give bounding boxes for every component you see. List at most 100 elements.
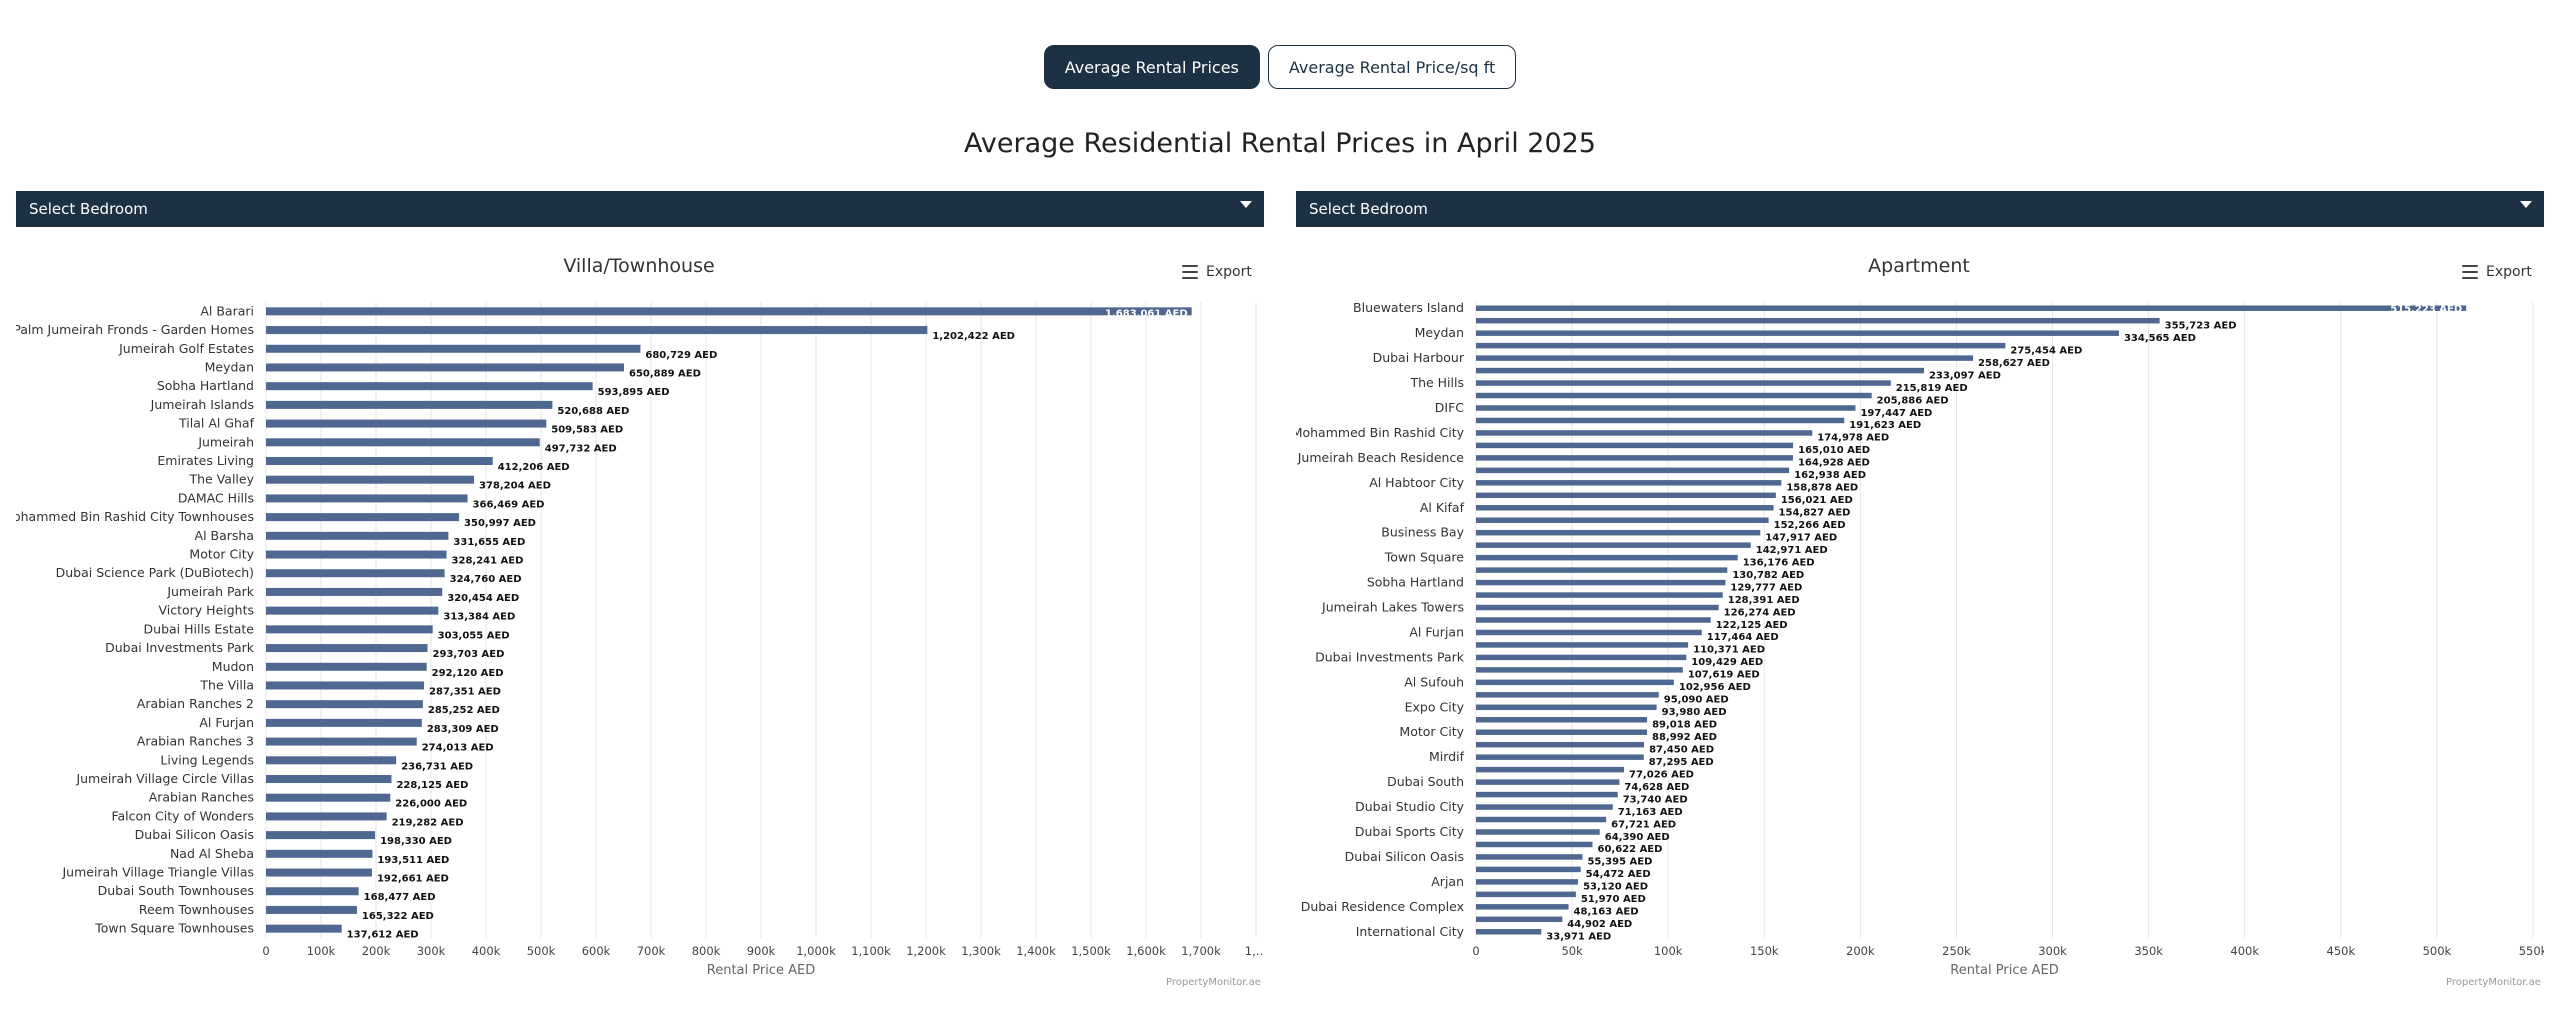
bar: [1476, 916, 1563, 923]
menu-icon: [2462, 265, 2478, 279]
category-label: Mudon: [212, 659, 254, 674]
data-label: 44,902 AED: [1567, 919, 1632, 930]
data-label: 197,447 AED: [1860, 408, 1932, 419]
category-label: Al Habtoor City: [1369, 475, 1464, 490]
bar: [1476, 492, 1776, 499]
category-label: Dubai Sports City: [1355, 824, 1465, 839]
bar: [1476, 804, 1613, 810]
bar: [266, 662, 427, 671]
data-label: 497,732 AED: [545, 443, 617, 454]
data-label: 48,163 AED: [1574, 907, 1639, 918]
data-label: 73,740 AED: [1623, 794, 1688, 805]
category-label: Falcon City of Wonders: [111, 808, 254, 823]
data-label: 93,980 AED: [1662, 707, 1727, 718]
category-label: Expo City: [1405, 699, 1465, 714]
data-label: 168,477 AED: [364, 892, 436, 903]
data-label: 274,013 AED: [422, 743, 494, 754]
category-label: Mirdif: [1429, 749, 1465, 764]
bar: [1476, 729, 1648, 735]
page-title: Average Residential Rental Prices in Apr…: [964, 128, 1596, 159]
export-button-villa[interactable]: Export: [1182, 264, 1252, 280]
category-label: Dubai Studio City: [1355, 799, 1464, 814]
data-label: 520,688 AED: [557, 406, 629, 417]
data-label: 130,782 AED: [1732, 570, 1804, 581]
category-label: Dubai Harbour: [1373, 350, 1465, 365]
bar: [1476, 642, 1689, 648]
credit-text: PropertyMonitor.ae: [1166, 977, 1261, 988]
bedroom-select-label: Select Bedroom: [29, 200, 148, 218]
bar: [1476, 330, 2119, 336]
data-label: 320,454 AED: [447, 593, 519, 604]
data-label: 193,511 AED: [377, 855, 449, 866]
tab-average-rental-prices[interactable]: Average Rental Prices: [1043, 45, 1260, 89]
tab-average-rental-price-sqft[interactable]: Average Rental Price/sq ft: [1267, 45, 1517, 89]
export-button-apartment[interactable]: Export: [2462, 264, 2532, 280]
data-label: 154,827 AED: [1779, 508, 1851, 519]
data-label: 331,655 AED: [453, 537, 525, 548]
bar: [1476, 891, 1576, 898]
category-label: Dubai Science Park (DuBiotech): [56, 565, 254, 580]
x-tick-label: 300k: [417, 944, 446, 958]
bar: [266, 531, 449, 540]
bar: [1476, 355, 1974, 361]
category-label: Sobha Hartland: [157, 378, 254, 393]
x-tick-label: 450k: [2327, 944, 2356, 958]
category-label: Motor City: [1399, 724, 1464, 739]
x-tick-label: 0: [262, 944, 269, 958]
data-label: 328,241 AED: [452, 556, 524, 567]
x-tick-label: 200k: [1846, 944, 1875, 958]
category-label: Jumeirah Lakes Towers: [1321, 600, 1464, 615]
category-label: Dubai South: [1387, 774, 1464, 789]
bar: [266, 793, 391, 802]
x-tick-label: 1,400k: [1016, 944, 1056, 958]
data-label: 71,163 AED: [1618, 807, 1683, 818]
bar: [1476, 455, 1793, 461]
category-label: Al Barari: [200, 303, 254, 318]
chart-tabs: Average Rental Prices Average Rental Pri…: [0, 45, 2560, 89]
bar: [266, 644, 428, 653]
data-label: 53,120 AED: [1583, 882, 1648, 893]
bar: [266, 625, 433, 634]
category-label: Tilal Al Ghaf: [178, 416, 255, 431]
bar: [266, 382, 593, 391]
bar: [266, 550, 447, 559]
bar: [266, 905, 357, 914]
data-label: 334,565 AED: [2124, 333, 2196, 344]
x-tick-label: 1,200k: [906, 944, 946, 958]
data-label: 593,895 AED: [598, 387, 670, 398]
bar: [1476, 766, 1625, 773]
data-label: 152,266 AED: [1774, 520, 1846, 531]
bar: [1476, 467, 1790, 474]
data-label: 165,322 AED: [362, 911, 434, 922]
data-label: 228,125 AED: [396, 780, 468, 791]
x-tick-label: 1,…: [1245, 944, 1264, 958]
x-axis-title: Rental Price AED: [707, 963, 815, 978]
x-tick-label: 1,300k: [961, 944, 1001, 958]
bar: [1476, 529, 1761, 536]
category-label: Motor City: [189, 547, 254, 562]
bar: [1476, 367, 1924, 374]
caret-down-icon: [1240, 201, 1252, 208]
bar: [1476, 579, 1726, 586]
x-tick-label: 400k: [472, 944, 501, 958]
bar: [1476, 754, 1644, 760]
bar: [1476, 442, 1794, 449]
category-label: DIFC: [1435, 400, 1465, 415]
bedroom-select-apartment[interactable]: Select Bedroom: [1296, 191, 2544, 227]
category-label: DAMAC Hills: [178, 490, 254, 505]
bar: [1476, 604, 1719, 611]
bar: [266, 756, 397, 765]
x-tick-label: 250k: [1942, 944, 1971, 958]
bar: [1476, 829, 1600, 835]
bar: [1476, 554, 1738, 561]
category-label: Victory Heights: [158, 603, 254, 618]
data-label: 165,010 AED: [1798, 445, 1870, 456]
x-tick-label: 1,700k: [1181, 944, 1221, 958]
data-label: 67,721 AED: [1611, 819, 1676, 830]
bar: [1476, 480, 1782, 486]
bedroom-select-villa[interactable]: Select Bedroom: [16, 191, 1264, 227]
category-label: Arabian Ranches 3: [137, 734, 254, 749]
bar: [266, 307, 1192, 316]
data-label: 1,683,061 AED: [1105, 308, 1188, 319]
x-tick-label: 1,100k: [851, 944, 891, 958]
